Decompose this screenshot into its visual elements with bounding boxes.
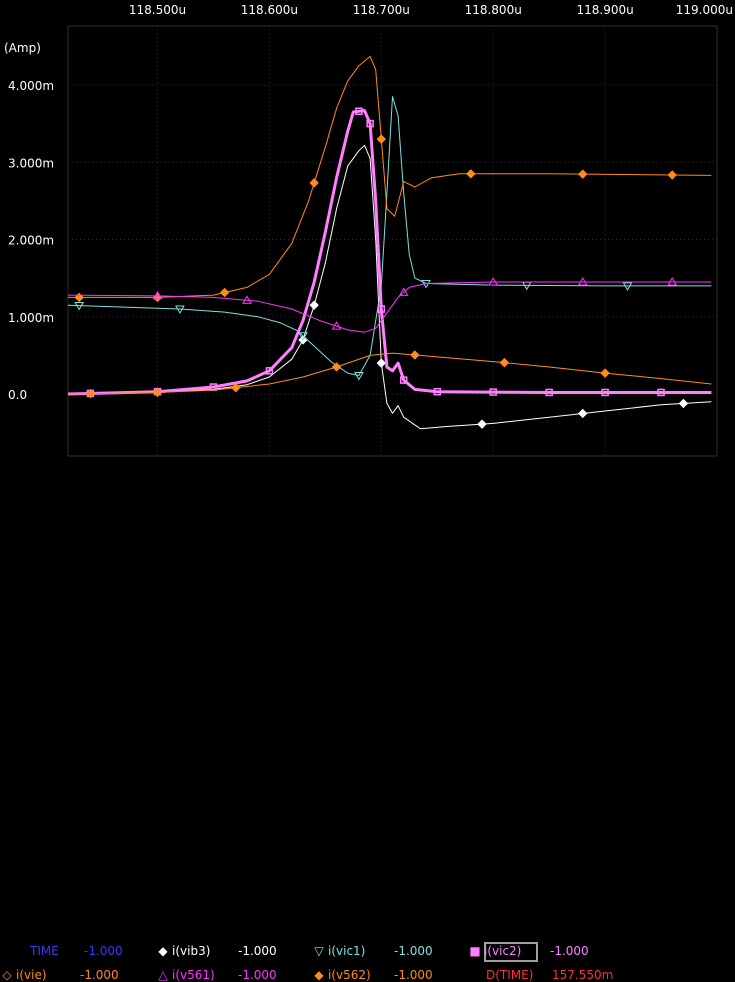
series-point-iv562 — [499, 357, 510, 368]
legend-panel: TIME -1.000 ◆ i(vib3) -1.000 ▽ i(vic1) -1.… — [0, 470, 735, 982]
series-point-iv562 — [410, 350, 420, 360]
legend-dtime-label: D(TIME) — [486, 968, 534, 982]
legend-v561-label: i(v561) — [172, 968, 215, 982]
x-tick-label: 118.900u — [576, 3, 633, 17]
legend-vic2[interactable]: ■ i(vic2) — [468, 944, 521, 958]
y-tick-label: 4.000m — [8, 79, 54, 93]
legend-vic1[interactable]: ▽ i(vic1) — [312, 944, 365, 958]
x-tick-label: 118.800u — [465, 3, 522, 17]
series-line-ivic1 — [67, 96, 712, 376]
diamond-icon: ◆ — [158, 944, 168, 958]
legend-v562[interactable]: ◆ i(v562) — [312, 968, 371, 982]
x-tick-label: 119.000u — [676, 3, 733, 17]
x-tick-label: 118.600u — [241, 3, 298, 17]
series-point-ivie — [578, 169, 588, 179]
series-point-iv561 — [488, 276, 499, 286]
series-point-ivic1 — [622, 282, 633, 291]
series-point-ivic1 — [354, 371, 364, 381]
series-point-ivic2 — [377, 305, 386, 313]
series-point-ivib3 — [578, 408, 588, 419]
triangle-down-icon: ▽ — [314, 944, 324, 958]
series-point-iv561 — [577, 276, 588, 286]
series-point-ivic2 — [545, 388, 553, 397]
series-point-iv562 — [85, 388, 96, 399]
series-point-ivic2 — [366, 119, 374, 128]
series-point-ivib3 — [678, 398, 689, 409]
series-line-iv562 — [67, 352, 712, 395]
series-line-ivib3 — [67, 144, 712, 430]
series-point-iv562 — [331, 362, 342, 372]
y-unit-label: (Amp) — [4, 41, 41, 55]
series-point-ivic2 — [433, 387, 442, 396]
legend-vic1-value: -1.000 — [394, 944, 433, 958]
series-point-iv562 — [600, 368, 610, 378]
legend-time-label: TIME — [30, 944, 59, 958]
x-tick-label: 118.500u — [129, 3, 186, 17]
legend-vie[interactable]: ◇ i(vie) — [0, 968, 47, 982]
legend-vie-value: -1.000 — [80, 968, 119, 982]
legend-dtime[interactable]: D(TIME) — [470, 968, 533, 982]
triangle-up-icon: △ — [158, 968, 168, 982]
legend-vib3-value: -1.000 — [238, 944, 277, 958]
legend-v561-value: -1.000 — [238, 968, 277, 982]
legend-vie-label: i(vie) — [16, 968, 47, 982]
series-point-ivic2 — [601, 388, 609, 397]
series-point-iv561 — [398, 287, 409, 296]
series-line-ivie — [68, 55, 712, 298]
diamond-outline-icon: ◇ — [2, 968, 12, 982]
legend-vib3[interactable]: ◆ i(vib3) — [156, 944, 210, 958]
series-point-ivie — [219, 287, 230, 298]
legend-time-value: -1.000 — [84, 944, 123, 958]
x-tick-label: 118.700u — [353, 3, 410, 17]
y-tick-label: 1.000m — [8, 311, 54, 325]
square-icon: ■ — [469, 944, 481, 958]
legend-time[interactable]: TIME — [14, 944, 59, 958]
y-tick-label: 3.000m — [8, 156, 54, 170]
series-point-iv561 — [667, 276, 678, 286]
series-point-ivic2 — [489, 388, 497, 396]
y-tick-label: 0.0 — [8, 388, 27, 402]
diamond-filled-icon: ◆ — [314, 968, 324, 982]
plot-frame — [67, 25, 718, 457]
legend-vic2-label: i(vic2) — [484, 944, 522, 958]
series-point-iv561 — [331, 321, 342, 330]
series-point-iv562 — [231, 382, 241, 393]
legend-v562-label: i(v562) — [328, 968, 371, 982]
series-point-ivib3 — [477, 419, 487, 429]
legend-dtime-value: 157.550m — [552, 968, 614, 982]
series-point-ivic2 — [399, 376, 408, 384]
series-point-iv561 — [242, 295, 252, 304]
series-point-ivic1 — [74, 302, 85, 311]
series-point-ivie — [667, 170, 677, 180]
series-line-iv561 — [67, 281, 712, 333]
legend-v561[interactable]: △ i(v561) — [156, 968, 215, 982]
series-point-ivie — [376, 134, 387, 144]
series-point-ivib3 — [376, 358, 387, 368]
series-point-ivie — [309, 178, 319, 188]
series-point-ivic1 — [175, 305, 185, 315]
series-point-iv562 — [152, 387, 163, 398]
legend-vic2-value: -1.000 — [550, 944, 589, 958]
series-point-ivie — [74, 292, 84, 303]
series-point-ivic1 — [298, 332, 308, 341]
series-point-iv561 — [152, 290, 163, 300]
series-point-ivic2 — [657, 388, 665, 397]
y-tick-label: 2.000m — [8, 234, 54, 248]
series-point-ivib3 — [309, 300, 319, 310]
series-point-ivic2 — [355, 107, 363, 116]
series-point-ivic2 — [265, 367, 274, 375]
legend-v562-value: -1.000 — [394, 968, 433, 982]
legend-vib3-label: i(vib3) — [172, 944, 211, 958]
waveform-plot[interactable]: 118.500u 118.600u 118.700u 118.800u 118.900u… — [0, 0, 735, 470]
series-point-ivie — [466, 169, 476, 179]
legend-vic1-label: i(vic1) — [328, 944, 366, 958]
